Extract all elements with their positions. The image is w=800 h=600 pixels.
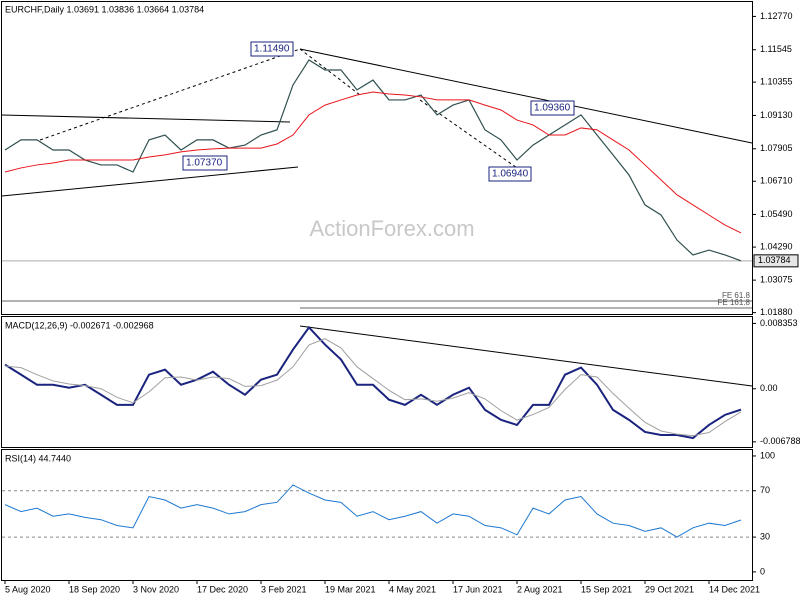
y-tick-label: 1.01880 [760, 307, 793, 317]
y-tick-label: 1.03075 [760, 275, 793, 285]
x-tick-label: 29 Oct 2021 [645, 584, 694, 594]
x-tick-label: 18 Sep 2020 [69, 584, 120, 594]
annotation: 1.11490 [254, 44, 290, 55]
series-line [4, 59, 742, 262]
last-price-box [753, 254, 799, 268]
x-tick-label: 19 Mar 2021 [325, 584, 376, 594]
last-price-label: 1.03784 [758, 255, 791, 265]
series-line [4, 484, 742, 538]
y-tick-label: 1.05490 [760, 209, 793, 219]
annotation: 1.06940 [492, 169, 529, 180]
price-title: EURCHF,Daily 1.03691 1.03836 1.03664 1.0… [5, 4, 204, 14]
annotation-box [182, 155, 228, 171]
x-tick-label: 3 Feb 2021 [261, 584, 307, 594]
macd-panel [1, 316, 753, 448]
x-tick-label: 4 May 2021 [389, 584, 436, 594]
price-panel [1, 1, 753, 315]
x-tick-label: 15 Sep 2021 [581, 584, 632, 594]
channel-top [1, 114, 291, 123]
rsi-panel [1, 449, 753, 581]
trend-lines [1, 48, 753, 387]
channel-bottom [1, 166, 299, 197]
x-tick-label: 17 Jun 2021 [453, 584, 503, 594]
y-tick-label: 1.11545 [760, 44, 792, 54]
x-tick-label: 2 Aug 2021 [517, 584, 563, 594]
y-tick-label: 1.06710 [760, 176, 793, 186]
annotation-box [250, 41, 294, 57]
y-tick-label: 0.00 [760, 383, 778, 393]
watermark: ActionForex.com [309, 216, 474, 241]
series-line [4, 338, 742, 437]
rsi-title: RSI(14) 44.7440 [5, 453, 71, 463]
macd-trendline [299, 325, 753, 387]
x-tick-label: 14 Dec 2021 [709, 584, 760, 594]
series-line [4, 325, 742, 440]
series-line [4, 91, 742, 234]
y-tick-label: -0.006788 [760, 436, 800, 446]
dashed-projection [419, 99, 521, 171]
annotation: 1.09360 [534, 103, 571, 114]
y-tick-label: 70 [760, 485, 770, 495]
y-tick-label: 0 [760, 566, 765, 576]
x-tick-label: 5 Aug 2020 [5, 584, 51, 594]
annotation: FE 161.8 [718, 298, 751, 307]
y-tick-label: 1.07905 [760, 143, 793, 153]
y-tick-label: 1.12770 [760, 11, 793, 21]
y-tick-label: 0.008353 [760, 318, 798, 328]
annotation-box [488, 166, 532, 182]
falling-trendline [299, 48, 753, 144]
y-tick-label: 1.09130 [760, 110, 793, 120]
macd-title: MACD(12,26,9) -0.002671 -0.002968 [5, 320, 154, 330]
y-tick-label: 100 [760, 450, 775, 460]
x-tick-label: 17 Dec 2020 [197, 584, 248, 594]
annotation-box [530, 100, 575, 116]
x-tick-label: 3 Nov 2020 [133, 584, 179, 594]
annotation: 1.07370 [186, 158, 223, 169]
y-tick-label: 30 [760, 531, 770, 541]
annotation: FE 61.8 [722, 291, 751, 300]
y-tick-label: 1.04290 [760, 241, 793, 251]
dashed-projection [39, 48, 301, 141]
y-tick-label: 1.10355 [760, 76, 793, 86]
dashed-projection [299, 48, 361, 96]
